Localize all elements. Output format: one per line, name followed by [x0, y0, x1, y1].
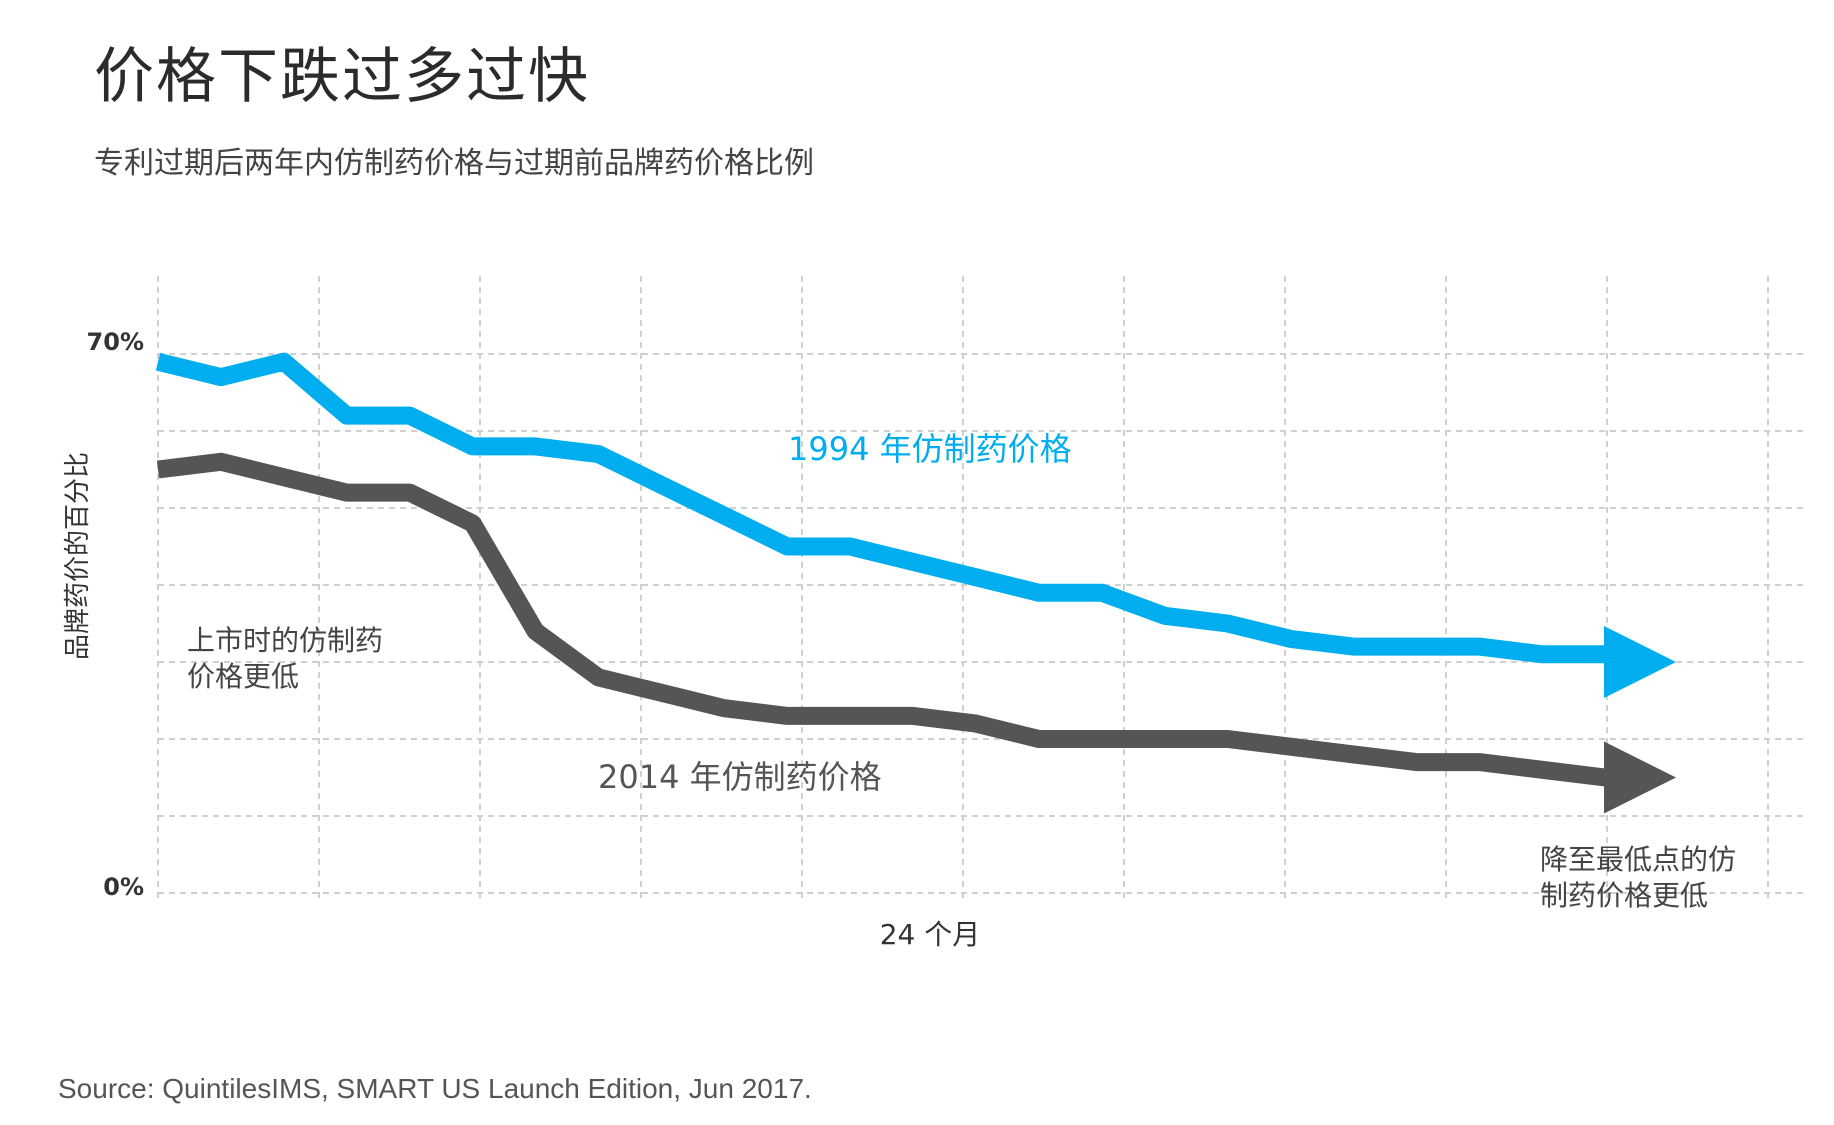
chart-title: 价格下跌过多过快: [94, 42, 590, 112]
series-label-2014: 2014 年仿制药价格: [598, 758, 882, 796]
annotation-launch-line2: 价格更低: [187, 660, 299, 693]
series-arrowhead-1: [1604, 741, 1676, 814]
y-axis-label: 品牌药价的百分比: [63, 452, 93, 660]
series-layer: [155, 352, 1676, 814]
series-arrowhead-0: [1604, 626, 1676, 698]
source-note: Source: QuintilesIMS, SMART US Launch Ed…: [58, 1073, 812, 1104]
annotation-lowest-line1: 降至最低点的仿: [1540, 843, 1736, 876]
annotation-launch-line1: 上市时的仿制药: [187, 624, 383, 657]
y-tick-label-min: 0%: [103, 873, 144, 901]
series-label-1994: 1994 年仿制药价格: [788, 430, 1072, 468]
y-tick-label-max: 70%: [87, 328, 144, 356]
annotation-lowest-line2: 制药价格更低: [1540, 879, 1708, 912]
chart-subtitle: 专利过期后两年内仿制药价格与过期前品牌药价格比例: [94, 146, 814, 181]
series-line-0: [155, 352, 1628, 671]
series-line-1: [156, 452, 1624, 787]
x-axis-label: 24 个月: [880, 918, 981, 951]
chart-grid: [157, 276, 1806, 900]
